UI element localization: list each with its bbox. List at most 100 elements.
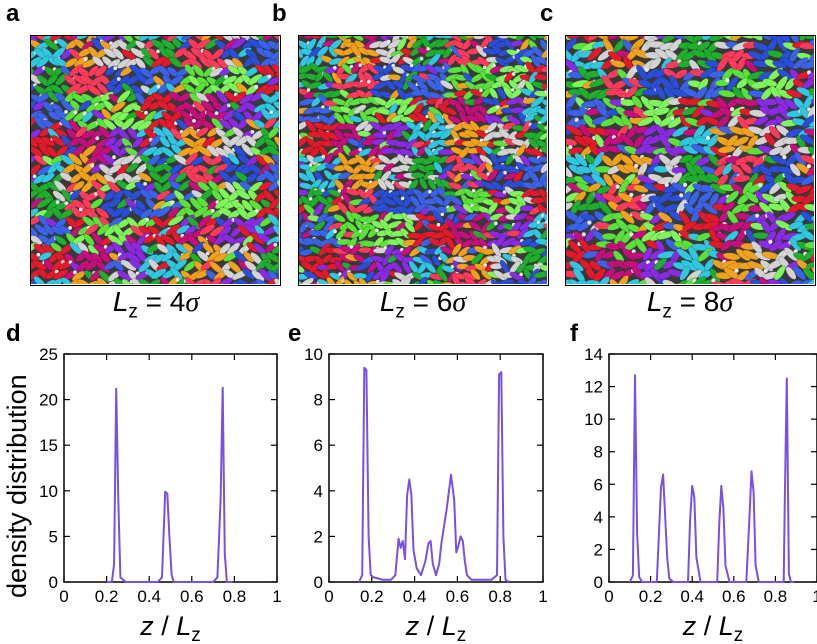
- mesogen-ellipsoid: [32, 259, 48, 271]
- mesogen-ellipsoid: [748, 36, 763, 41]
- solvent-sphere: [321, 154, 325, 159]
- solvent-sphere: [210, 208, 215, 213]
- mesogen-ellipsoid: [456, 281, 471, 284]
- solvent-sphere: [486, 172, 491, 176]
- mesogen-ellipsoid: [338, 172, 352, 180]
- mesogen-ellipsoid: [356, 261, 372, 271]
- mesogen-ellipsoid: [732, 174, 751, 183]
- solvent-sphere: [793, 249, 798, 254]
- mesogen-ellipsoid: [36, 197, 53, 209]
- mesogen-ellipsoid: [258, 181, 273, 191]
- solvent-sphere: [587, 220, 592, 225]
- density-series-line: [358, 366, 510, 583]
- mesogen-ellipsoid: [596, 259, 615, 270]
- mesogen-ellipsoid: [257, 39, 272, 51]
- density-series-line: [106, 386, 233, 583]
- mesogen-ellipsoid: [543, 222, 547, 230]
- panel-letter-b: b: [272, 0, 287, 27]
- mesogen-ellipsoid: [543, 123, 547, 131]
- mesogen-ellipsoid: [245, 172, 258, 183]
- mesogen-ellipsoid: [357, 130, 371, 138]
- mesogen-ellipsoid: [241, 143, 254, 157]
- mesogen-ellipsoid: [388, 103, 398, 115]
- mesogen-ellipsoid: [426, 78, 440, 91]
- panel-letter-c: c: [540, 0, 554, 27]
- mesogen-ellipsoid: [244, 260, 258, 273]
- mesogen-ellipsoid: [671, 126, 689, 138]
- mesogen-ellipsoid: [95, 207, 110, 219]
- mesogen-ellipsoid: [204, 38, 220, 50]
- mesogen-ellipsoid: [178, 198, 192, 209]
- mesogen-ellipsoid: [534, 74, 547, 81]
- mesogen-ellipsoid: [31, 73, 42, 85]
- mesogen-ellipsoid: [212, 48, 224, 60]
- mesogen-ellipsoid: [266, 251, 279, 264]
- solvent-sphere: [367, 79, 371, 84]
- mesogen-ellipsoid: [781, 211, 796, 222]
- mesogen-ellipsoid: [540, 146, 547, 155]
- mesogen-ellipsoid: [84, 259, 100, 271]
- mesogen-ellipsoid: [544, 105, 547, 116]
- solvent-sphere: [224, 75, 229, 79]
- mesogen-ellipsoid: [72, 180, 85, 192]
- mesogen-ellipsoid: [545, 270, 547, 283]
- mesogen-ellipsoid: [449, 36, 462, 42]
- mesogen-ellipsoid: [267, 127, 279, 139]
- mesogen-ellipsoid: [31, 226, 39, 238]
- mesogen-ellipsoid: [620, 210, 635, 224]
- solvent-sphere: [484, 129, 489, 134]
- solvent-sphere: [175, 278, 180, 282]
- mesogen-ellipsoid: [805, 36, 814, 40]
- mesogen-ellipsoid: [121, 278, 133, 284]
- mesogen-ellipsoid: [370, 89, 383, 98]
- mesogen-ellipsoid: [646, 163, 660, 175]
- y-tick-label: 10: [584, 410, 603, 429]
- mesogen-ellipsoid: [64, 57, 78, 68]
- mesogen-ellipsoid: [590, 173, 607, 187]
- mesogen-ellipsoid: [255, 258, 269, 272]
- solvent-sphere: [32, 174, 37, 179]
- mesogen-ellipsoid: [596, 104, 610, 118]
- solvent-sphere: [450, 264, 455, 269]
- mesogen-ellipsoid: [152, 126, 166, 139]
- mesogen-ellipsoid: [729, 278, 747, 284]
- mesogen-ellipsoid: [322, 71, 334, 83]
- mesogen-ellipsoid: [149, 135, 162, 147]
- mesogen-ellipsoid: [108, 197, 121, 208]
- mesogen-ellipsoid: [194, 82, 206, 94]
- mesogen-ellipsoid: [543, 196, 547, 209]
- mesogen-ellipsoid: [185, 277, 198, 284]
- mesogen-ellipsoid: [433, 161, 443, 174]
- y-tick-label: 10: [39, 482, 58, 501]
- mesogen-ellipsoid: [271, 245, 279, 254]
- mesogen-ellipsoid: [151, 39, 165, 50]
- mesogen-ellipsoid: [474, 278, 487, 284]
- mesogen-ellipsoid: [543, 213, 547, 226]
- mesogen-ellipsoid: [131, 278, 145, 284]
- mesogen-ellipsoid: [333, 214, 346, 223]
- mesogen-ellipsoid: [566, 124, 583, 137]
- mesogen-ellipsoid: [649, 57, 662, 70]
- solvent-sphere: [706, 135, 711, 141]
- mesogen-ellipsoid: [379, 269, 391, 283]
- solvent-sphere: [78, 207, 83, 212]
- solvent-sphere: [269, 110, 274, 115]
- mesogen-ellipsoid: [313, 171, 324, 183]
- x-tick-label: 0.8: [764, 587, 788, 606]
- solvent-sphere: [503, 170, 507, 175]
- mesogen-ellipsoid: [211, 36, 224, 41]
- solvent-sphere: [103, 245, 108, 249]
- mesogen-ellipsoid: [812, 78, 814, 87]
- mesogen-ellipsoid: [209, 277, 222, 284]
- mesogen-ellipsoid: [358, 226, 370, 241]
- mesogen-ellipsoid: [167, 207, 180, 219]
- mesogen-ellipsoid: [782, 42, 801, 51]
- mesogen-ellipsoid: [804, 222, 814, 230]
- mesogen-ellipsoid: [31, 128, 41, 140]
- mesogen-ellipsoid: [266, 145, 279, 158]
- y-tick-label: 8: [594, 443, 603, 462]
- solvent-sphere: [629, 192, 634, 197]
- mesogen-ellipsoid: [353, 203, 369, 213]
- solvent-sphere: [375, 228, 379, 233]
